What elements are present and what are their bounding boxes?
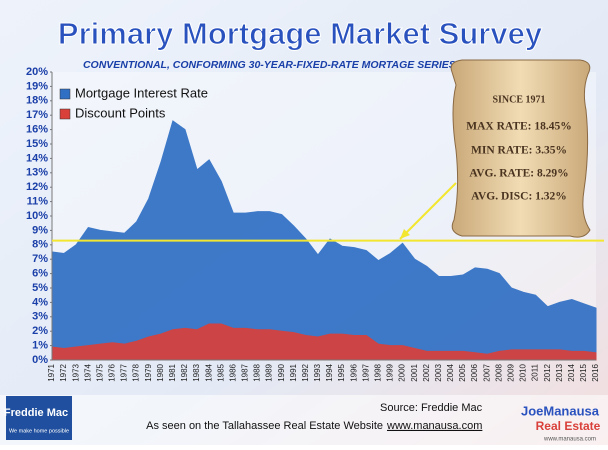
x-tick-label: 1991 xyxy=(289,363,298,381)
scroll-text: MAX RATE: 18.45% xyxy=(466,121,572,133)
legend-label: Mortgage Interest Rate xyxy=(75,85,208,100)
x-tick-label: 1981 xyxy=(168,363,177,381)
x-tick-label: 1990 xyxy=(277,363,286,381)
y-tick-label: 3% xyxy=(32,311,48,323)
footer: As seen on the Tallahassee Real Estate W… xyxy=(146,420,383,432)
x-tick-label: 1985 xyxy=(216,363,225,381)
chart-title: Primary Mortgage Market Survey xyxy=(58,16,543,51)
y-tick-label: 12% xyxy=(26,181,48,193)
x-tick-label: 1993 xyxy=(313,363,322,381)
manausa-url: www.manausa.com xyxy=(543,437,596,443)
y-tick-label: 2% xyxy=(32,325,48,337)
y-tick-label: 9% xyxy=(32,224,48,236)
x-tick-label: 2005 xyxy=(458,363,467,381)
freddie-tagline: We make home possible xyxy=(9,428,69,434)
y-tick-label: 14% xyxy=(26,152,48,164)
x-tick-label: 1998 xyxy=(374,363,383,381)
x-tick-label: 1997 xyxy=(361,363,370,381)
x-tick-label: 2001 xyxy=(410,363,419,381)
y-tick-label: 15% xyxy=(26,138,48,150)
x-tick-label: 1983 xyxy=(192,363,201,381)
y-tick-label: 7% xyxy=(32,253,48,265)
scroll-text: SINCE 1971 xyxy=(492,94,545,105)
x-tick-label: 1986 xyxy=(228,363,237,381)
source: Source: Freddie Mac xyxy=(380,402,483,414)
x-tick-label: 1978 xyxy=(132,363,141,381)
annotation-arrow xyxy=(399,182,457,240)
y-tick-label: 8% xyxy=(32,239,48,251)
legend-swatch xyxy=(59,88,71,100)
x-tick-label: 1971 xyxy=(47,363,56,381)
x-tick-label: 1999 xyxy=(386,363,395,381)
x-tick-label: 1995 xyxy=(337,363,346,381)
y-tick-label: 6% xyxy=(32,268,48,280)
y-tick-label: 4% xyxy=(32,296,48,308)
manausa-line2: Real Estate xyxy=(536,419,601,433)
x-tick-label: 1994 xyxy=(325,363,334,381)
footer-link[interactable]: www.manausa.com xyxy=(386,420,482,432)
chart-subtitle: CONVENTIONAL, CONFORMING 30-YEAR-FIXED-R… xyxy=(83,59,517,71)
x-tick-label: 2000 xyxy=(398,363,407,381)
x-tick-label: 1977 xyxy=(120,363,129,381)
x-tick-label: 2012 xyxy=(543,363,552,381)
x-tick-label: 1992 xyxy=(301,363,310,381)
freddie-logo xyxy=(6,396,72,440)
scroll-text: MIN RATE: 3.35% xyxy=(471,145,567,157)
manausa-name: JoeManausa xyxy=(521,403,600,418)
y-tick-label: 5% xyxy=(32,282,48,294)
x-tick-label: 2013 xyxy=(555,363,564,381)
x-tick-label: 2006 xyxy=(470,363,479,381)
legend-label: Discount Points xyxy=(75,105,166,120)
x-tick-label: 1987 xyxy=(241,363,250,381)
y-tick-label: 13% xyxy=(26,167,48,179)
x-tick-label: 2008 xyxy=(494,363,503,381)
area xyxy=(51,120,597,361)
x-tick-label: 1972 xyxy=(59,363,68,381)
x-tick-label: 1989 xyxy=(265,363,274,381)
scroll-text: AVG. DISC: 1.32% xyxy=(471,191,567,203)
x-tick-label: 2004 xyxy=(446,363,455,381)
x-tick-label: 1996 xyxy=(349,363,358,381)
y-tick-label: 0% xyxy=(32,354,48,366)
x-tick-label: 2016 xyxy=(591,363,600,381)
x-tick-label: 2015 xyxy=(579,363,588,381)
y-tick-label: 20% xyxy=(26,66,48,78)
x-tick-label: 1976 xyxy=(108,363,117,381)
arrow-head xyxy=(400,229,410,239)
y-tick-label: 1% xyxy=(32,340,48,352)
area xyxy=(51,323,597,361)
scroll xyxy=(450,59,591,238)
x-tick-label: 2003 xyxy=(434,363,443,381)
x-tick-label: 2007 xyxy=(482,363,491,381)
x-tick-label: 1975 xyxy=(95,363,104,381)
x-tick-label: 1974 xyxy=(83,363,92,381)
x-tick-label: 2010 xyxy=(519,363,528,381)
x-tick-label: 2011 xyxy=(531,363,540,381)
freddie-name: Freddie Mac xyxy=(4,407,68,419)
scroll-text: AVG. RATE: 8.29% xyxy=(469,168,568,180)
x-tick-label: 2009 xyxy=(506,363,515,381)
x-tick-label: 2014 xyxy=(567,363,576,381)
y-tick-label: 18% xyxy=(26,95,48,107)
x-tick-label: 1980 xyxy=(156,363,165,381)
y-tick-label: 17% xyxy=(26,109,48,121)
y-tick-label: 16% xyxy=(26,124,48,136)
x-tick-label: 1973 xyxy=(71,363,80,381)
x-tick-label: 1984 xyxy=(204,363,213,381)
y-tick-label: 10% xyxy=(26,210,48,222)
x-tick-label: 1988 xyxy=(253,363,262,381)
legend-swatch xyxy=(59,108,71,120)
y-tick-label: 19% xyxy=(26,80,48,92)
x-tick-label: 1982 xyxy=(180,363,189,381)
footer-band xyxy=(0,395,608,445)
x-tick-label: 2002 xyxy=(422,363,431,381)
y-tick-label: 11% xyxy=(27,196,49,208)
x-tick-label: 1979 xyxy=(144,363,153,381)
